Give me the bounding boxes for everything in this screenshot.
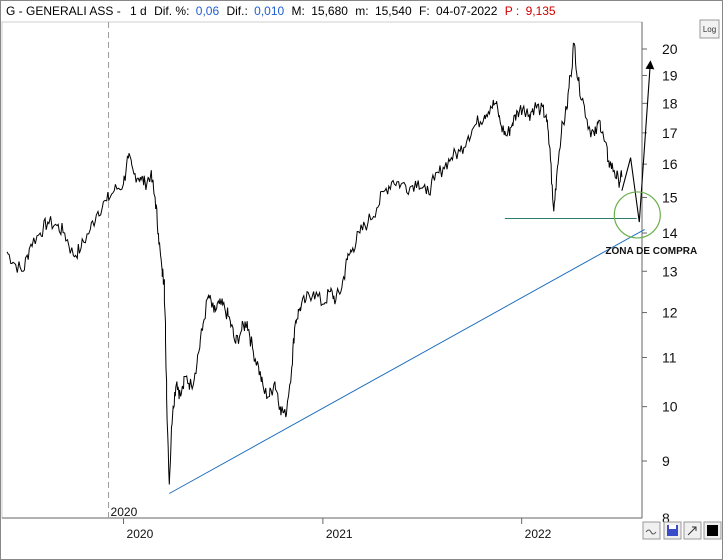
y-tick-label: 9 — [662, 453, 670, 469]
wave-icon[interactable] — [642, 521, 661, 540]
x-axis: 2020 2021 2022 — [123, 518, 552, 541]
x-tick-label: 2022 — [525, 527, 552, 541]
chart-header: G - GENERALI ASS - 1 d Dif. %: 0,06 Dif.… — [6, 4, 556, 18]
header-dif-label: Dif.: — [226, 4, 247, 18]
header-min-value: 15,540 — [375, 4, 412, 18]
log-scale-button[interactable]: Log — [699, 19, 720, 39]
bottom-toolbar — [642, 521, 722, 540]
y-tick-label: 12 — [662, 305, 678, 321]
price-series-line — [6, 42, 623, 485]
y-tick-label: 19 — [662, 67, 678, 83]
y-tick-label: 14 — [662, 225, 678, 241]
cursor-date-label: 2020 — [111, 505, 138, 519]
y-tick-label: 10 — [662, 399, 678, 415]
log-button-label: Log — [703, 25, 716, 34]
header-p-value: 9,135 — [526, 4, 556, 18]
x-tick-label: 2021 — [326, 527, 353, 541]
y-tick-label: 16 — [662, 156, 678, 172]
trendline — [169, 228, 645, 494]
buy-zone-circle — [613, 191, 661, 239]
header-max-value: 15,680 — [311, 4, 348, 18]
header-min-label: m: — [355, 4, 368, 18]
y-tick-label: 20 — [662, 41, 678, 57]
projection-arrow — [621, 60, 655, 223]
header-dif-value: 0,010 — [254, 4, 284, 18]
y-tick-label: 13 — [662, 263, 678, 279]
y-tick-label: 8 — [662, 510, 670, 526]
y-tick-label: 11 — [662, 349, 677, 365]
header-period: 1 d — [130, 4, 147, 18]
header-prefix: G - GENERALI ASS - — [6, 4, 121, 18]
header-max-label: M: — [292, 4, 305, 18]
x-tick-label: 2020 — [127, 527, 154, 541]
header-dif-pct-value: 0,06 — [196, 4, 220, 18]
y-axis: 9 10 11 12 13 14 15 16 17 18 19 20 8 — [642, 41, 678, 526]
header-p-label: P : — [505, 4, 519, 18]
y-tick-label: 15 — [662, 189, 678, 205]
header-date-label: F: — [419, 4, 430, 18]
buy-zone-label: ZONA DE COMPRA — [605, 246, 697, 257]
y-tick-label: 18 — [662, 95, 678, 111]
y-tick-label: 17 — [662, 125, 678, 141]
header-dif-pct-label: Dif. %: — [154, 4, 189, 18]
plot-area — [1, 21, 643, 519]
header-date-value: 04-07-2022 — [436, 4, 498, 18]
